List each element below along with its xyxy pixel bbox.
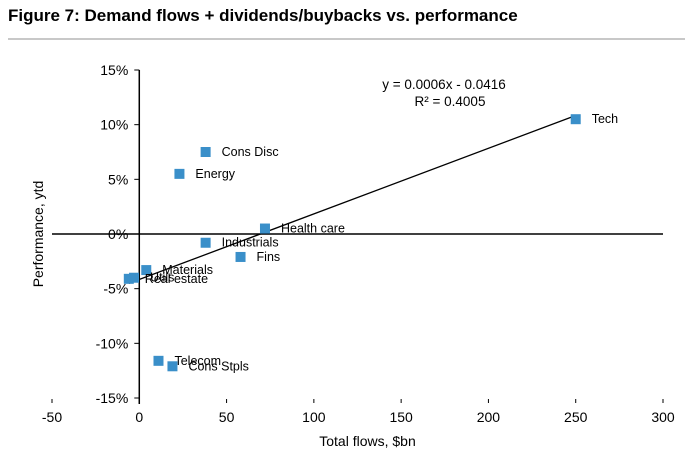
data-point-marker [129,272,140,283]
x-tick-label: 200 [477,409,501,425]
x-tick-label: 100 [302,409,326,425]
x-tick-label: 50 [219,409,235,425]
data-point-marker [141,265,152,276]
x-tick-label: 0 [135,409,143,425]
data-point-marker [174,168,185,179]
data-point-marker [200,237,211,248]
trendline-equation: y = 0.0006x - 0.0416 [382,77,505,92]
x-tick-label: 150 [389,409,413,425]
x-tick-label: 300 [651,409,675,425]
x-tick-label: -50 [42,409,62,425]
data-point-label: Cons Stpls [188,359,248,373]
data-point-label: Industrials [222,236,279,250]
data-point-marker [167,361,178,372]
data-point-label: Fins [257,250,281,264]
data-point-marker [259,223,270,234]
y-tick-label: -15% [96,390,129,406]
x-tick-label: 250 [564,409,588,425]
y-axis-title: Performance, ytd [30,181,46,288]
y-tick-label: 5% [108,171,128,187]
title-divider [8,38,685,40]
data-point-label: Tech [592,112,618,126]
y-tick-label: 15% [100,62,128,78]
data-point-label: Health care [281,222,345,236]
trendline-r-squared: R² = 0.4005 [415,94,486,109]
data-point-label: Cons Disc [222,145,279,159]
y-tick-label: -10% [96,335,129,351]
data-point-marker [123,273,134,284]
data-point-marker [200,147,211,157]
data-point-marker [153,355,164,366]
x-axis-title: Total flows, $bn [319,433,416,449]
figure-title: Figure 7: Demand flows + dividends/buyba… [8,6,518,25]
y-tick-label: -5% [103,281,128,297]
y-tick-label: 0% [108,226,128,242]
data-point-label: Materials [162,263,213,277]
data-point-label: Telecom [174,354,221,368]
data-point-label: Energy [195,167,235,181]
data-point-label: Real estate [145,272,208,286]
data-point-marker [235,251,246,262]
trendline [128,114,576,285]
data-point-label: Utils [150,271,174,285]
data-point-marker [570,114,581,125]
y-tick-label: 10% [100,117,128,133]
